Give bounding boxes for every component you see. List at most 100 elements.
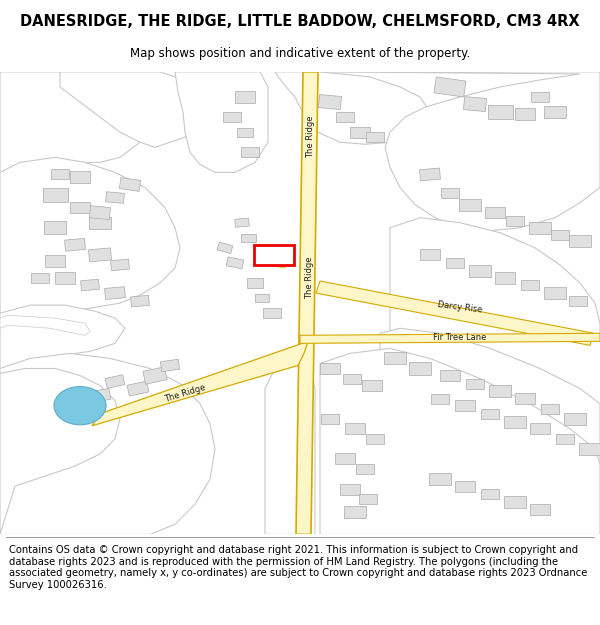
Bar [335, 454, 355, 464]
Bar [564, 412, 586, 425]
Bar [44, 221, 66, 234]
Bar [89, 206, 110, 219]
Bar [362, 380, 382, 391]
Bar [89, 248, 112, 262]
Bar [247, 279, 263, 288]
Bar [495, 272, 515, 284]
Bar [343, 374, 361, 384]
Bar [466, 379, 484, 389]
Polygon shape [0, 305, 125, 374]
Polygon shape [60, 72, 215, 148]
Bar [104, 287, 125, 299]
Bar [119, 177, 140, 191]
Bar [226, 257, 244, 269]
Bar [319, 94, 341, 109]
Bar [345, 423, 365, 434]
Polygon shape [265, 255, 288, 268]
Polygon shape [0, 72, 160, 232]
Bar [131, 296, 149, 307]
Bar [541, 404, 559, 414]
Bar [455, 400, 475, 411]
Bar [504, 416, 526, 428]
Bar [336, 112, 354, 122]
Polygon shape [380, 328, 600, 479]
Text: DANESRIDGE, THE RIDGE, LITTLE BADDOW, CHELMSFORD, CM3 4RX: DANESRIDGE, THE RIDGE, LITTLE BADDOW, CH… [20, 14, 580, 29]
Bar [551, 230, 569, 240]
Bar [65, 238, 85, 251]
Bar [235, 218, 250, 227]
Bar [55, 272, 75, 284]
Bar [70, 202, 90, 213]
Bar [429, 473, 451, 485]
Bar [217, 242, 233, 254]
Bar [529, 222, 551, 234]
Bar [504, 496, 526, 508]
Text: The Ridge: The Ridge [307, 116, 316, 159]
Bar [106, 192, 124, 203]
Text: Contains OS data © Crown copyright and database right 2021. This information is : Contains OS data © Crown copyright and d… [9, 545, 587, 590]
Bar [241, 148, 259, 158]
Bar [556, 434, 574, 444]
Bar [489, 384, 511, 397]
Bar [43, 188, 67, 202]
Bar [469, 265, 491, 277]
Text: The Ridge: The Ridge [163, 383, 206, 404]
Bar [481, 409, 499, 419]
Bar [485, 207, 505, 218]
Text: The Ridge: The Ridge [305, 257, 314, 299]
Bar [434, 77, 466, 97]
Bar [350, 127, 370, 138]
Bar [515, 108, 535, 120]
Bar [321, 414, 339, 424]
Bar [237, 127, 253, 137]
Bar [80, 279, 100, 291]
Bar [356, 464, 374, 474]
Polygon shape [92, 341, 308, 426]
Polygon shape [316, 281, 594, 346]
Bar [344, 506, 366, 518]
Polygon shape [385, 464, 600, 534]
Bar [409, 362, 431, 374]
Polygon shape [320, 72, 600, 231]
Bar [366, 434, 384, 444]
Bar [441, 188, 459, 198]
Polygon shape [0, 315, 90, 335]
Polygon shape [390, 217, 600, 338]
Bar [89, 217, 111, 229]
Bar [521, 280, 539, 290]
Text: Fir Tree Lane: Fir Tree Lane [433, 332, 487, 342]
Bar [530, 423, 550, 434]
Polygon shape [175, 72, 268, 172]
Bar [45, 255, 65, 267]
Bar [531, 92, 549, 102]
Polygon shape [265, 358, 315, 534]
Bar [569, 235, 591, 247]
Polygon shape [0, 353, 215, 534]
Bar [487, 105, 512, 119]
Bar [506, 216, 524, 226]
Bar [51, 169, 69, 179]
Bar [446, 258, 464, 268]
Bar [263, 308, 281, 318]
Bar [127, 381, 149, 396]
Bar [384, 352, 406, 364]
Bar [431, 394, 449, 404]
Bar [515, 393, 535, 404]
Bar [544, 287, 566, 299]
Bar [105, 375, 125, 388]
Text: Darcy Rise: Darcy Rise [437, 300, 483, 314]
Bar [31, 273, 49, 283]
Bar [459, 199, 481, 211]
Bar [143, 367, 167, 384]
Bar [76, 402, 95, 415]
Bar [530, 504, 550, 515]
Bar [366, 132, 384, 142]
Bar [569, 296, 587, 306]
Bar [340, 484, 360, 494]
Polygon shape [0, 158, 180, 338]
Bar [579, 443, 600, 455]
Bar [440, 370, 460, 381]
Bar [241, 234, 256, 242]
Bar [70, 171, 90, 184]
Bar [160, 359, 179, 372]
